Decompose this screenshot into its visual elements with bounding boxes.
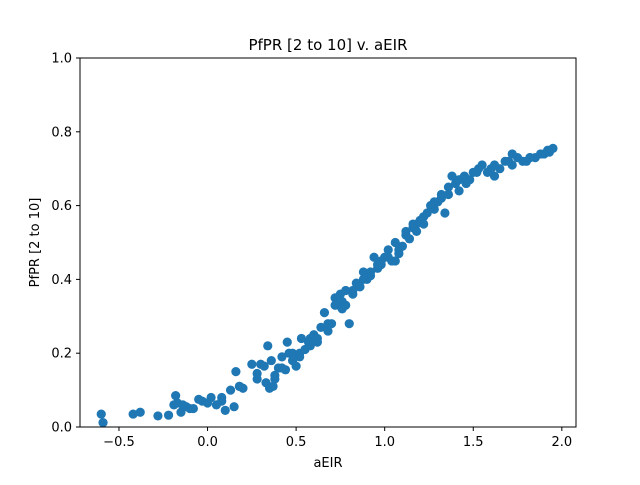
data-point (296, 333, 307, 344)
x-tick-label: 1.0 (374, 435, 395, 450)
chart-title: PfPR [2 to 10] v. aEIR (248, 36, 407, 54)
data-point (225, 385, 236, 395)
y-tick-label: 0.4 (51, 273, 72, 288)
data-point (390, 237, 400, 248)
data-point (489, 171, 500, 181)
data-point (344, 319, 354, 329)
data-point (319, 308, 330, 318)
x-axis-ticks: −0.5 0.0 0.5 1.0 1.5 2.0 (103, 427, 572, 450)
x-tick-label: 1.5 (463, 435, 484, 450)
data-point (394, 245, 404, 255)
data-point (419, 212, 429, 222)
data-point (443, 189, 454, 200)
data-point (266, 355, 276, 366)
data-point (229, 402, 239, 412)
x-tick-label: −0.5 (103, 435, 135, 450)
data-point (323, 319, 333, 329)
data-point (188, 403, 198, 414)
data-point (277, 363, 287, 373)
data-point (436, 189, 446, 200)
data-point (358, 274, 369, 284)
data-point (543, 145, 553, 155)
data-point (163, 410, 174, 420)
data-point (135, 407, 145, 417)
data-point (287, 348, 298, 358)
data-point (489, 160, 500, 170)
data-point (383, 245, 393, 255)
data-point (312, 333, 322, 344)
data-point (282, 337, 292, 347)
data-point (277, 352, 287, 362)
y-tick-label: 0.8 (51, 125, 72, 140)
data-point (404, 234, 415, 244)
data-point (525, 153, 535, 163)
data-point (365, 267, 376, 277)
data-point (454, 186, 464, 196)
y-axis-label: PfPR [2 to 10] (28, 198, 43, 288)
plot-frame (79, 57, 577, 428)
data-point (98, 417, 108, 428)
data-point (348, 289, 358, 299)
data-point (447, 171, 457, 181)
data-point (341, 285, 351, 296)
data-point (426, 201, 436, 211)
data-point (305, 341, 315, 351)
data-point (401, 226, 411, 237)
data-point (477, 160, 487, 170)
y-axis-ticks: 0.0 0.2 0.4 0.6 0.8 1.0 (51, 52, 80, 436)
x-tick-label: 0.5 (286, 435, 307, 450)
data-point (411, 226, 422, 237)
data-point (373, 260, 383, 270)
y-tick-label: 0.6 (51, 199, 72, 214)
data-point (355, 282, 365, 292)
data-point (96, 409, 106, 419)
data-points (96, 143, 558, 428)
data-point (128, 409, 138, 419)
data-point (461, 178, 471, 189)
data-point (234, 381, 245, 392)
data-point (252, 374, 262, 384)
data-point (440, 208, 450, 218)
y-tick-label: 0.2 (51, 347, 72, 362)
x-tick-label: 2.0 (551, 435, 572, 450)
data-point (419, 219, 429, 229)
data-point (217, 396, 227, 406)
y-tick-label: 0.0 (51, 421, 72, 436)
x-tick-label: 0.0 (197, 435, 218, 450)
data-point (390, 256, 400, 266)
data-point (268, 381, 278, 392)
data-point (263, 341, 273, 351)
data-point (316, 322, 326, 332)
data-point (295, 352, 305, 362)
data-point (247, 359, 257, 369)
data-point (330, 300, 340, 310)
data-point (153, 411, 163, 421)
data-point (358, 267, 369, 277)
data-point (507, 160, 517, 170)
data-point (270, 370, 280, 380)
data-point (171, 391, 181, 401)
data-point (323, 326, 333, 336)
data-point (443, 182, 454, 192)
data-point (259, 361, 269, 371)
x-axis-label: aEIR (313, 456, 342, 471)
data-point (383, 252, 393, 262)
data-point (220, 405, 230, 415)
data-point (261, 378, 271, 388)
data-point (408, 219, 418, 229)
data-point (287, 355, 298, 366)
data-point (472, 167, 482, 177)
data-point (206, 392, 216, 403)
data-point (369, 252, 379, 262)
data-point (507, 149, 517, 159)
data-point (337, 304, 347, 314)
data-point (231, 367, 241, 377)
y-tick-label: 1.0 (51, 52, 72, 67)
